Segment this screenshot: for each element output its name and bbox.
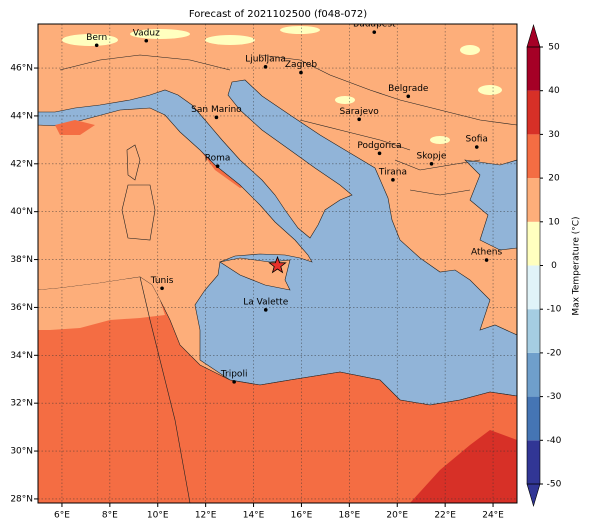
city-dot bbox=[391, 178, 395, 182]
y-tick-label: 38°N bbox=[10, 255, 33, 265]
colorbar-band bbox=[527, 309, 540, 353]
star-marker bbox=[268, 255, 287, 274]
x-tick-label: 18°E bbox=[339, 511, 361, 521]
city-dot bbox=[474, 145, 479, 149]
y-tick-label: 40°N bbox=[10, 207, 33, 217]
colorbar-tick-label: -10 bbox=[547, 305, 562, 315]
y-tick-label: 30°N bbox=[10, 447, 33, 457]
colorbar-tick-label: 50 bbox=[548, 43, 560, 53]
x-tick-label: 14°E bbox=[243, 511, 265, 521]
city-label: Belgrade bbox=[388, 84, 429, 94]
city-label: La Valette bbox=[243, 297, 288, 307]
hot-patch bbox=[410, 430, 517, 503]
colorbar-band bbox=[527, 134, 540, 179]
city-label: Tirana bbox=[378, 167, 407, 177]
colorbar-band bbox=[527, 221, 540, 266]
colorbar-extend bbox=[526, 483, 541, 508]
city-label: Tripoli bbox=[220, 369, 248, 379]
title: Forecast of 2021102500 (f048-072) bbox=[189, 9, 367, 20]
x-tick-label: 10°E bbox=[147, 511, 169, 521]
city-label: Skopje bbox=[417, 151, 447, 161]
colorbar-band bbox=[527, 90, 540, 135]
colorbar-band bbox=[527, 265, 540, 310]
colorbar-band bbox=[527, 396, 540, 441]
city-label: Sofia bbox=[466, 135, 488, 145]
colorbar-tick-label: 20 bbox=[548, 174, 560, 184]
city-label: Tunis bbox=[150, 276, 174, 286]
city-dot bbox=[406, 94, 411, 99]
city-dot bbox=[263, 308, 268, 312]
colorbar-tick-label: -20 bbox=[547, 348, 562, 358]
city-dot bbox=[232, 380, 236, 384]
city-dot bbox=[372, 30, 377, 34]
city-dot bbox=[214, 115, 219, 120]
colorbar-tick-label: -30 bbox=[547, 392, 562, 402]
city-label: Podgorica bbox=[357, 141, 401, 151]
city-dot bbox=[94, 43, 99, 48]
x-tick-label: 16°E bbox=[291, 511, 313, 521]
city-dot bbox=[299, 70, 303, 75]
city-label: Ljubljana bbox=[245, 54, 286, 64]
colorbar-band bbox=[527, 47, 540, 91]
colorbar-tick-label: -40 bbox=[547, 436, 562, 446]
sicily bbox=[219, 257, 291, 291]
x-tick-label: 6°E bbox=[54, 511, 70, 521]
city-dot bbox=[263, 65, 268, 69]
colorbar-tick-label: 30 bbox=[548, 130, 560, 140]
city-label: Roma bbox=[205, 154, 231, 164]
colorbar-tick-label: 10 bbox=[548, 217, 560, 227]
city-dot bbox=[357, 117, 361, 122]
aegean-sea bbox=[464, 159, 517, 251]
warm-patch bbox=[55, 120, 95, 135]
city-label: Sarajevo bbox=[340, 107, 380, 117]
corsica-sardinia bbox=[121, 144, 156, 241]
city-label: Athens bbox=[471, 248, 502, 258]
colorbar-tick-label: 0 bbox=[551, 261, 557, 271]
x-tick-label: 8°E bbox=[102, 511, 118, 521]
cool-patches bbox=[62, 26, 502, 144]
x-tick-label: 20°E bbox=[386, 511, 408, 521]
y-tick-label: 28°N bbox=[10, 494, 33, 504]
x-tick-label: 22°E bbox=[434, 511, 456, 521]
x-tick-label: 12°E bbox=[195, 511, 217, 521]
city-label: San Marino bbox=[191, 105, 242, 115]
map-frame bbox=[37, 23, 518, 504]
city-label: Vaduz bbox=[133, 28, 160, 38]
y-tick-label: 42°N bbox=[10, 159, 33, 169]
x-tick-label: 24°E bbox=[482, 511, 504, 521]
colorbar-band bbox=[527, 352, 540, 397]
borders bbox=[59, 54, 517, 503]
colorbar-tick-label: -50 bbox=[547, 480, 562, 490]
city-label: Zagreb bbox=[285, 60, 317, 70]
city-label: Budapest bbox=[353, 20, 396, 30]
colorbar-band bbox=[527, 178, 540, 222]
city-dot bbox=[377, 151, 382, 156]
colorbar-label: Max Temperature (°C) bbox=[572, 216, 582, 315]
colorbar-extend bbox=[526, 23, 541, 48]
city-dot bbox=[144, 38, 149, 43]
city-dot bbox=[429, 161, 434, 166]
y-tick-label: 36°N bbox=[10, 303, 33, 313]
y-tick-label: 32°N bbox=[10, 399, 33, 409]
city-dot bbox=[484, 258, 489, 262]
axis-ticks: 6°E 8°E 10°E 12°E 14°E 16°E 18°E 20°E 22°E 24°E 28… bbox=[10, 64, 504, 521]
y-tick-label: 34°N bbox=[10, 351, 33, 361]
africa-coastal-band bbox=[38, 277, 165, 330]
y-tick-label: 44°N bbox=[10, 111, 33, 121]
city-label: Bern bbox=[86, 33, 107, 43]
colorbar: -50 -40 -30 -20 -10 0 10 20 30 40 50 bbox=[526, 23, 562, 508]
city-dot bbox=[160, 286, 164, 291]
city-dot bbox=[215, 164, 220, 168]
sea bbox=[38, 79, 517, 406]
colorbar-band bbox=[527, 440, 540, 484]
y-tick-label: 46°N bbox=[10, 64, 33, 74]
colorbar-tick-label: 40 bbox=[548, 86, 560, 96]
